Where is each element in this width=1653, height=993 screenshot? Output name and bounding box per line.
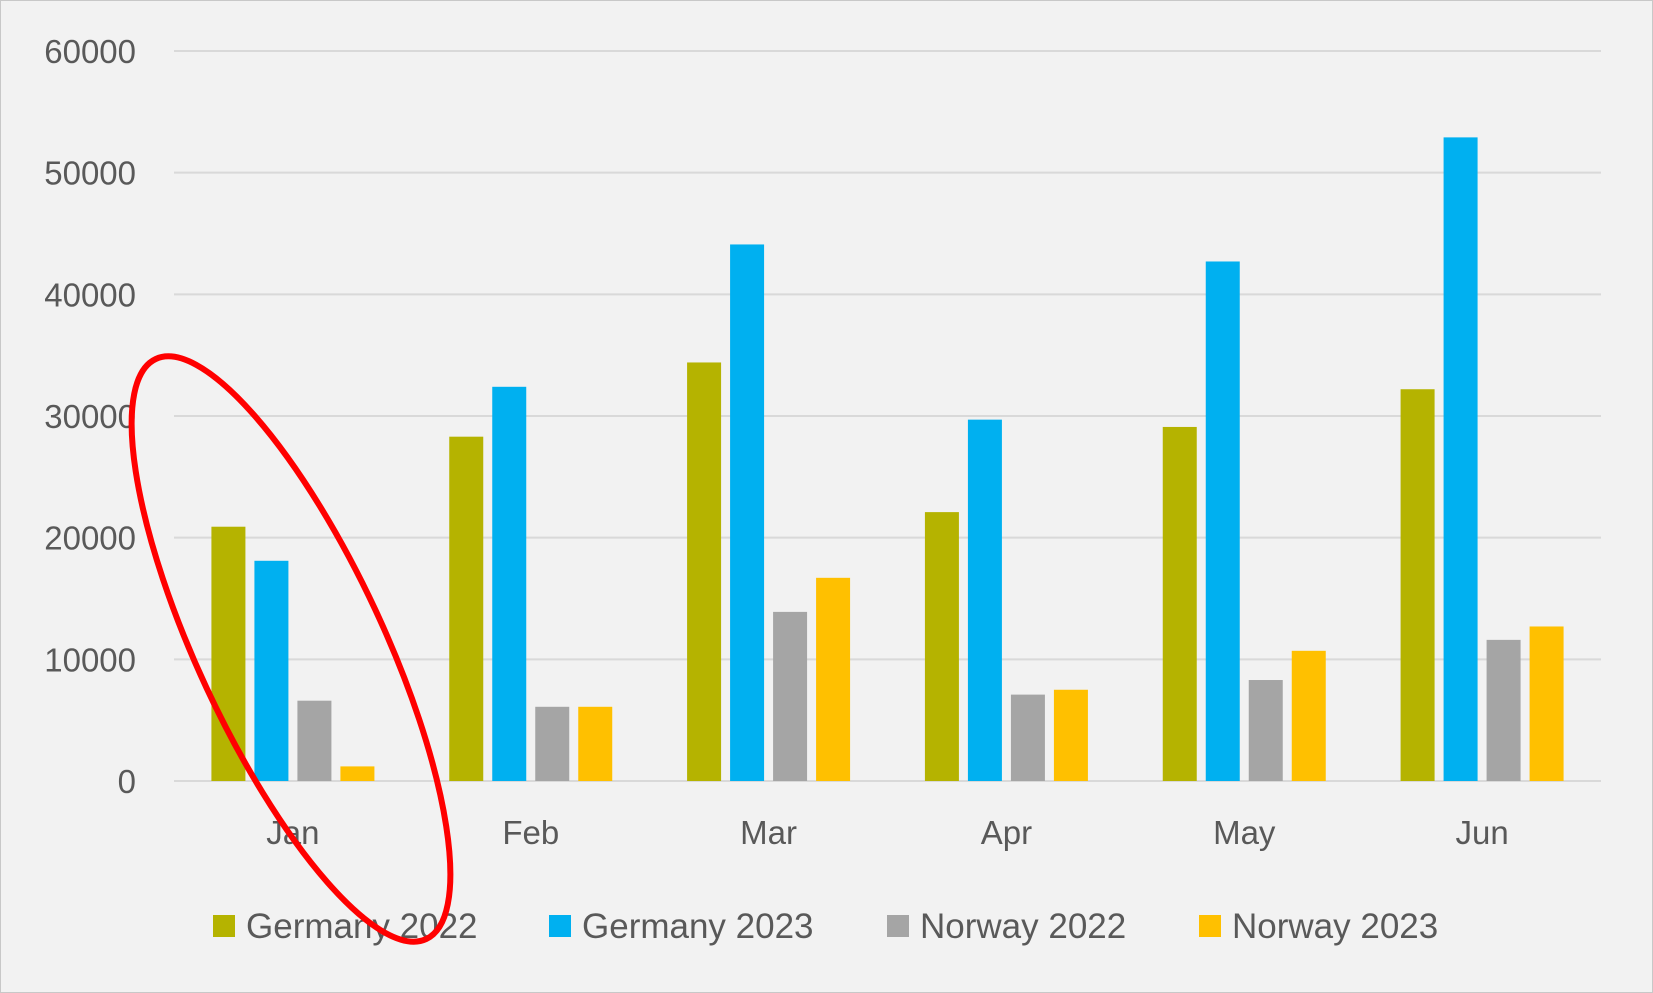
x-tick-label: May — [1213, 814, 1276, 851]
y-tick-label: 20000 — [44, 520, 136, 557]
bar-norway-2023-feb — [578, 706, 613, 781]
bar-norway-2022-may — [1248, 680, 1283, 781]
bar-germany-2022-apr — [924, 512, 959, 781]
bar-norway-2023-mar — [816, 577, 851, 781]
y-tick-label: 40000 — [44, 276, 136, 313]
bar-norway-2023-jan — [340, 766, 375, 781]
y-tick-label: 10000 — [44, 641, 136, 678]
bar-norway-2022-apr — [1010, 694, 1045, 781]
legend-swatch — [1199, 915, 1221, 937]
bar-germany-2022-jun — [1400, 389, 1435, 781]
bar-germany-2022-may — [1162, 426, 1197, 781]
bar-germany-2023-mar — [730, 244, 765, 781]
legend-swatch — [213, 915, 235, 937]
bar-norway-2023-jun — [1529, 626, 1564, 781]
gridlines — [174, 50, 1601, 782]
bar-germany-2022-jan — [211, 526, 246, 781]
x-tick-label: Jan — [266, 814, 319, 851]
bar-norway-2023-may — [1291, 650, 1326, 781]
legend-swatch — [887, 915, 909, 937]
annotation — [128, 353, 454, 945]
x-tick-label: Jun — [1455, 814, 1508, 851]
bar-norway-2022-feb — [535, 706, 570, 781]
highlight-ellipse — [128, 353, 454, 945]
bar-norway-2022-jun — [1486, 639, 1521, 781]
x-tick-label: Feb — [502, 814, 559, 851]
bar-germany-2023-feb — [492, 386, 527, 781]
legend-label: Norway 2022 — [920, 907, 1126, 946]
bars — [211, 137, 1564, 782]
x-tick-label: Apr — [981, 814, 1032, 851]
legend-swatch — [549, 915, 571, 937]
bar-norway-2023-apr — [1053, 689, 1088, 781]
legend-label: Norway 2023 — [1232, 907, 1438, 946]
bar-germany-2022-feb — [449, 436, 484, 781]
bar-germany-2022-mar — [687, 362, 722, 781]
bar-germany-2023-jun — [1443, 137, 1478, 782]
y-tick-label: 50000 — [44, 155, 136, 192]
legend-label: Germany 2023 — [582, 907, 814, 946]
y-tick-label: 60000 — [44, 33, 136, 70]
bar-norway-2022-jan — [297, 700, 332, 781]
y-axis-ticks: 0 10000 20000 30000 40000 50000 60000 — [44, 33, 136, 800]
y-tick-label: 30000 — [44, 398, 136, 435]
bar-germany-2023-jan — [254, 560, 289, 781]
bar-germany-2023-may — [1205, 261, 1240, 781]
x-axis-ticks: Jan Feb Mar Apr May Jun — [266, 814, 1508, 851]
bar-germany-2023-apr — [967, 419, 1002, 781]
y-tick-label: 0 — [118, 763, 136, 800]
bar-norway-2022-mar — [773, 611, 808, 781]
x-tick-label: Mar — [740, 814, 797, 851]
